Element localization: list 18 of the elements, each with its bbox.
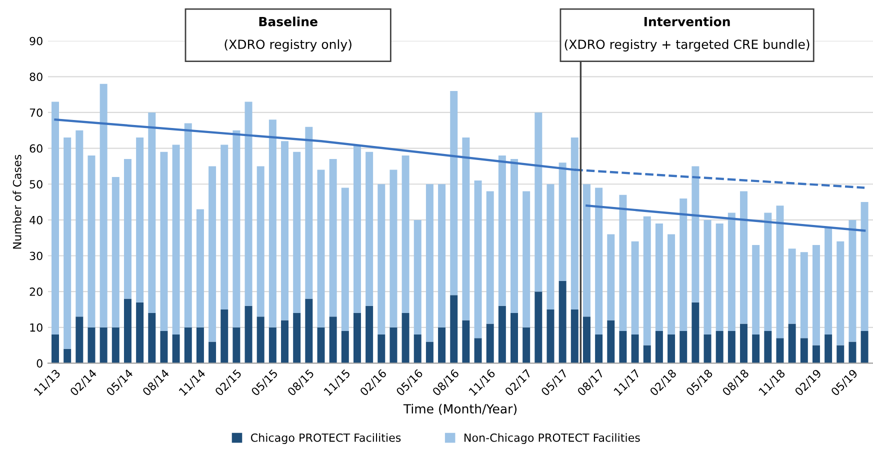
annotation: (XDRO registry + targeted CRE bundle) (564, 39, 810, 52)
y-tick-label: 50 (30, 180, 42, 188)
y-axis-title: Number of Cases (12, 154, 22, 249)
x-axis-title: Time (Month/Year) (403, 404, 517, 416)
text: Intervention (644, 16, 730, 26)
y-tick-label: 80 (30, 72, 42, 82)
y-tick-label: 0 (36, 359, 42, 368)
legend-label: Chicago PROTECT Facilities (250, 433, 401, 444)
annotation: (XDRO registry only) (224, 39, 352, 52)
y-tick-label: 40 (30, 216, 42, 224)
y-tick-label: 20 (30, 288, 42, 296)
y-tick-label: 10 (30, 323, 42, 332)
y-tick-label: 60 (30, 144, 42, 153)
y-tick-label: 90 (30, 36, 42, 46)
y-tick-label: 70 (30, 108, 42, 117)
text: Baseline (259, 16, 318, 26)
y-tick-label: 30 (30, 252, 42, 260)
legend-label: Non-Chicago PROTECT Facilities (464, 433, 640, 444)
